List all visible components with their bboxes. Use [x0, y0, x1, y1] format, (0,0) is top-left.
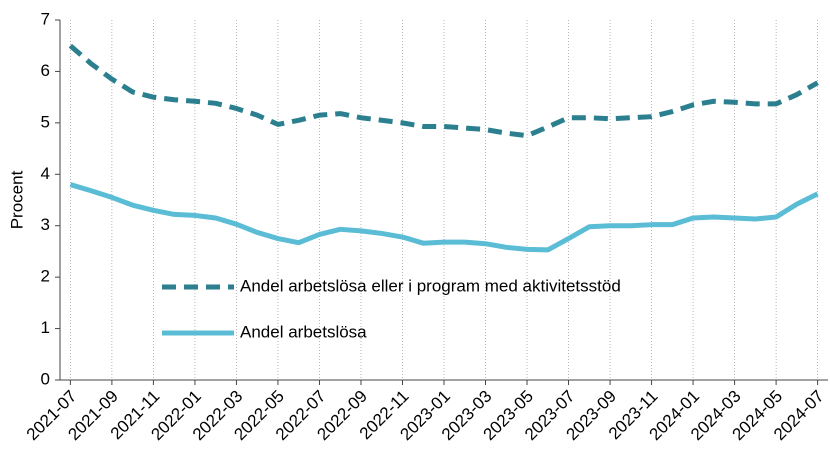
- y-tick-label: 4: [41, 164, 50, 183]
- y-tick-label: 7: [41, 9, 50, 28]
- data-line: [68, 43, 819, 139]
- y-tick-label: 3: [41, 215, 50, 234]
- legend-label: Andel arbetslösa eller i program med akt…: [240, 276, 621, 295]
- y-tick-label: 5: [41, 112, 50, 131]
- data-line: [69, 182, 819, 253]
- y-tick-label: 0: [41, 369, 50, 388]
- y-tick-label: 1: [41, 318, 50, 337]
- y-axis-label: Procent: [7, 170, 26, 229]
- y-tick-label: 6: [41, 61, 50, 80]
- y-tick-label: 2: [41, 267, 50, 286]
- legend-label: Andel arbetslösa: [240, 322, 367, 341]
